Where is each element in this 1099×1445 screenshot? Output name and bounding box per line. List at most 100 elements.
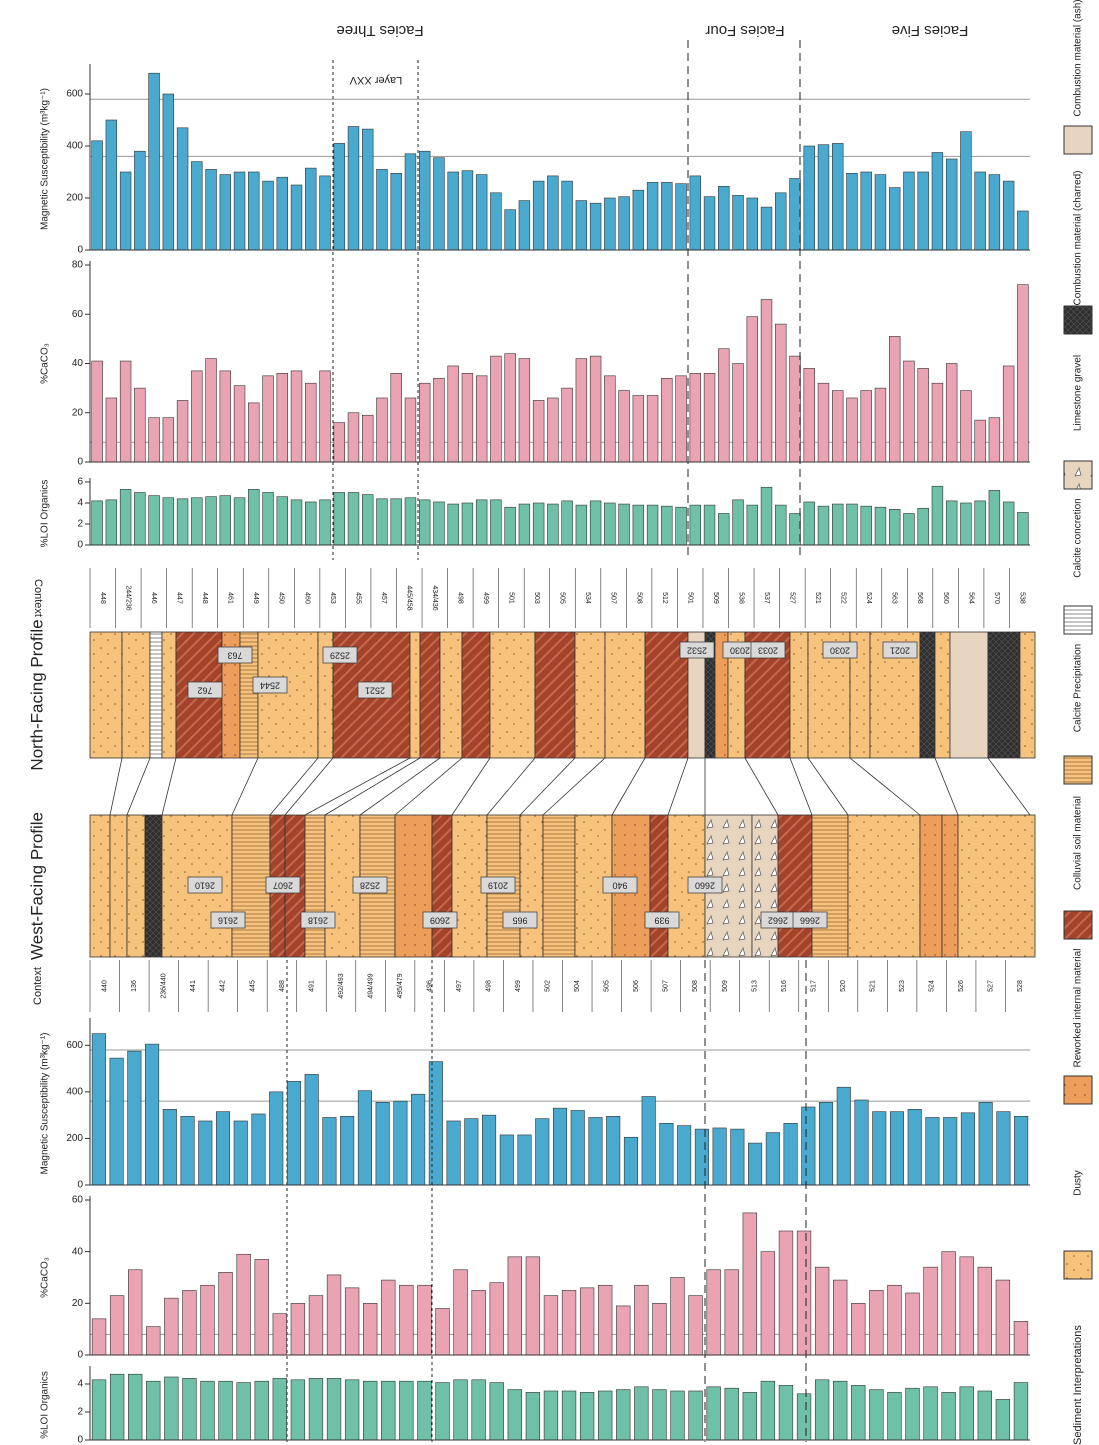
- bar: [619, 197, 630, 250]
- bar: [1003, 181, 1014, 250]
- bar: [201, 1285, 215, 1355]
- context-id: 445: [249, 980, 256, 992]
- bar: [234, 172, 245, 250]
- bar: [733, 195, 744, 250]
- bar: [234, 386, 245, 462]
- bar: [462, 171, 473, 250]
- bar: [797, 1231, 811, 1355]
- context-id: 538: [737, 592, 744, 604]
- bar: [547, 398, 558, 462]
- bar: [476, 500, 487, 545]
- bar: [725, 1388, 739, 1440]
- profile-unit: [395, 815, 432, 957]
- bar: [979, 1102, 992, 1185]
- bar: [411, 1094, 424, 1185]
- bar: [873, 1112, 886, 1185]
- profile-unit: [543, 815, 575, 957]
- bar: [177, 128, 188, 250]
- bar: [544, 1296, 558, 1355]
- sample-id: 2610: [195, 881, 215, 891]
- bar: [181, 1116, 194, 1185]
- profile-unit: [605, 632, 645, 758]
- profile-unit: [90, 815, 110, 957]
- y-tick-label: 0: [77, 457, 83, 468]
- bar: [206, 169, 217, 250]
- y-tick-label: 0: [77, 540, 83, 551]
- bar: [855, 1100, 868, 1185]
- bar: [1003, 366, 1014, 462]
- bar: [766, 1133, 779, 1185]
- context-id: 563: [891, 592, 898, 604]
- bar: [394, 1101, 407, 1185]
- sample-id: 2609: [430, 916, 450, 926]
- bar: [381, 1280, 395, 1355]
- bar: [526, 1392, 540, 1440]
- bar: [1014, 1383, 1028, 1440]
- bar: [448, 172, 459, 250]
- sample-id: 2660: [695, 881, 715, 891]
- bar: [553, 1108, 566, 1185]
- bar: [946, 159, 957, 250]
- bar: [718, 514, 729, 546]
- bar: [932, 383, 943, 462]
- bar: [376, 1102, 389, 1185]
- bar: [92, 501, 103, 545]
- bar: [861, 172, 872, 250]
- bar: [604, 376, 615, 462]
- bar: [932, 153, 943, 251]
- sample-id: 939: [654, 916, 669, 926]
- y-axis-label: %LOI Organics: [40, 480, 51, 548]
- bar: [92, 1034, 105, 1185]
- profile-unit: [958, 815, 1035, 957]
- bar: [1014, 1321, 1028, 1355]
- bar: [888, 1285, 902, 1355]
- bar: [837, 1087, 850, 1185]
- bar: [904, 514, 915, 546]
- context-id: 517: [810, 980, 817, 992]
- bar: [519, 201, 530, 250]
- bar: [429, 1062, 442, 1185]
- bar: [942, 1392, 956, 1440]
- correlation-line: [162, 758, 176, 815]
- bar: [348, 127, 359, 251]
- bar: [391, 499, 402, 545]
- bar: [472, 1290, 486, 1355]
- bar: [120, 361, 131, 462]
- context-label: Context: [32, 579, 44, 617]
- bar: [847, 173, 858, 250]
- bar: [334, 493, 345, 546]
- profile-unit: [920, 815, 942, 957]
- bar: [562, 1290, 576, 1355]
- bar: [989, 490, 1000, 545]
- y-tick-label: 200: [66, 1133, 83, 1144]
- legend-swatch: [1064, 126, 1092, 154]
- bar: [277, 177, 288, 250]
- y-tick-label: 0: [77, 1350, 83, 1361]
- context-id: 495/479: [397, 973, 404, 998]
- bar: [661, 378, 672, 462]
- bar: [647, 182, 658, 250]
- y-tick-label: 60: [72, 1195, 84, 1206]
- bar: [695, 1129, 708, 1185]
- bar: [790, 356, 801, 462]
- bar: [562, 388, 573, 462]
- sample-id: 762: [197, 686, 212, 696]
- y-tick-label: 600: [66, 89, 83, 100]
- y-tick-label: 20: [72, 407, 84, 418]
- bar: [989, 418, 1000, 462]
- context-id: 446: [150, 592, 157, 604]
- bar: [340, 1116, 353, 1185]
- bar: [149, 418, 160, 462]
- bar: [619, 504, 630, 545]
- bar: [106, 398, 117, 462]
- bar: [946, 501, 957, 545]
- bar: [847, 398, 858, 462]
- bar: [149, 496, 160, 545]
- context-id: 491: [308, 980, 315, 992]
- y-tick-label: 6: [77, 477, 83, 488]
- bar: [220, 371, 231, 462]
- bar: [718, 349, 729, 462]
- y-tick-label: 600: [66, 1040, 83, 1051]
- profile-unit: [440, 632, 462, 758]
- legend-label: Limestone gravel: [1073, 355, 1084, 431]
